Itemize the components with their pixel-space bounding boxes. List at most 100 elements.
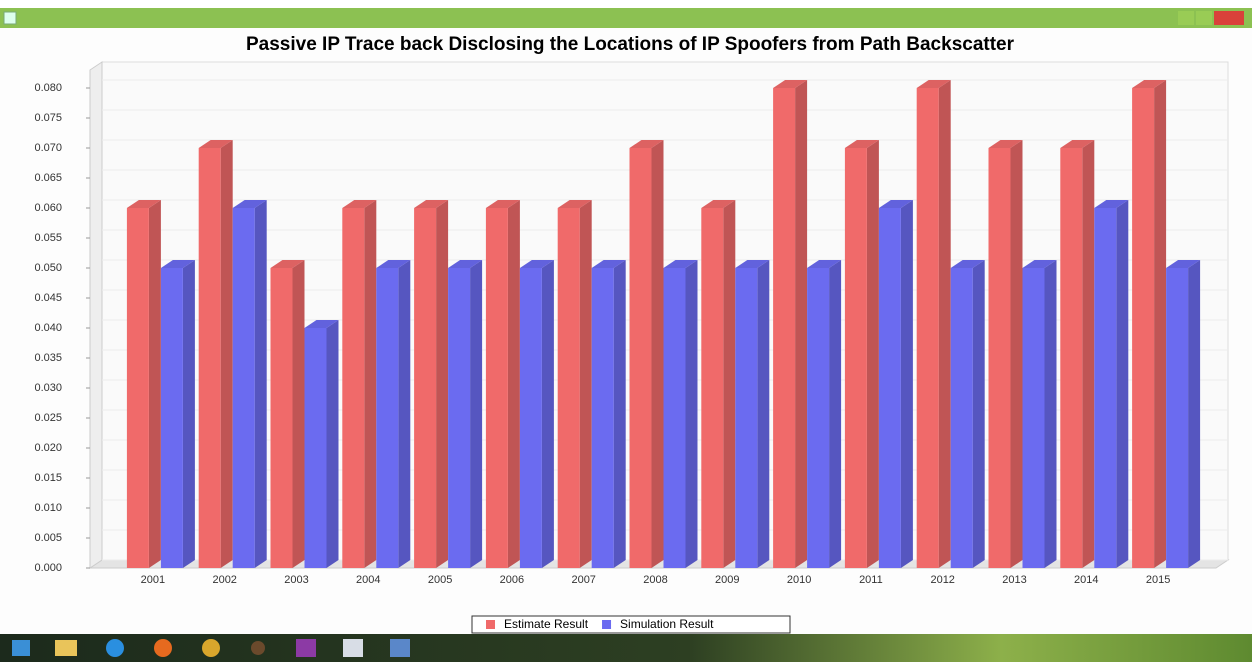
taskbar-app[interactable] <box>251 641 265 655</box>
page: {"chart_data": {"type": "bar3d", "title"… <box>0 0 1252 662</box>
bar <box>486 208 508 568</box>
bar-side <box>1188 260 1200 568</box>
x-tick-label: 2006 <box>500 574 524 586</box>
x-tick-label: 2012 <box>930 574 954 586</box>
taskbar-firefox[interactable] <box>154 639 172 657</box>
x-tick-label: 2008 <box>643 574 667 586</box>
legend-label: Simulation Result <box>620 617 714 631</box>
x-tick-label: 2001 <box>141 574 165 586</box>
taskbar-app[interactable] <box>343 639 363 657</box>
bar <box>1023 268 1045 568</box>
screen: Passive IP Trace back Disclosing the Loc… <box>0 0 1252 662</box>
bar <box>414 208 436 568</box>
y-tick-label: 0.055 <box>34 232 62 244</box>
y-tick-label: 0.020 <box>34 442 62 454</box>
bar <box>1060 148 1082 568</box>
y-tick-label: 0.030 <box>34 382 62 394</box>
body: Passive IP Trace back Disclosing the Loc… <box>0 0 1252 662</box>
close-button[interactable] <box>1214 11 1244 25</box>
bar-side <box>614 260 626 568</box>
y-tick-label: 0.050 <box>34 262 62 274</box>
bar <box>376 268 398 568</box>
minimize-button[interactable] <box>1178 11 1194 25</box>
bar-side <box>939 80 951 568</box>
bar <box>161 268 183 568</box>
bar <box>773 88 795 568</box>
bar-side <box>255 200 267 568</box>
bar-side <box>1045 260 1057 568</box>
bar-side <box>757 260 769 568</box>
start-button[interactable] <box>12 640 30 656</box>
y-tick-label: 0.040 <box>34 322 62 334</box>
bar-side <box>795 80 807 568</box>
bar-side <box>327 320 339 568</box>
bar-side <box>470 260 482 568</box>
bar <box>630 148 652 568</box>
x-tick-label: 2014 <box>1074 574 1098 586</box>
bar-side <box>723 200 735 568</box>
bar-side <box>398 260 410 568</box>
bar <box>1132 88 1154 568</box>
bar <box>558 208 580 568</box>
bar-side <box>542 260 554 568</box>
bar <box>879 208 901 568</box>
bar <box>305 328 327 568</box>
x-tick-label: 2009 <box>715 574 739 586</box>
taskbar-ie[interactable] <box>106 639 124 657</box>
bar <box>342 208 364 568</box>
y-tick-label: 0.065 <box>34 172 62 184</box>
maximize-button[interactable] <box>1196 11 1212 25</box>
bar-side <box>1082 140 1094 568</box>
bar <box>989 148 1011 568</box>
x-tick-label: 2003 <box>284 574 308 586</box>
bar-side <box>221 140 233 568</box>
bar <box>127 208 149 568</box>
side-wall <box>90 62 102 568</box>
bar-side <box>1011 140 1023 568</box>
bar <box>917 88 939 568</box>
y-tick-label: 0.005 <box>34 532 62 544</box>
window-title-bar <box>0 8 1252 28</box>
bar-side <box>1116 200 1128 568</box>
y-tick-label: 0.010 <box>34 502 62 514</box>
bar <box>1166 268 1188 568</box>
bar <box>233 208 255 568</box>
x-tick-label: 2013 <box>1002 574 1026 586</box>
y-tick-label: 0.060 <box>34 202 62 214</box>
bar-side <box>1154 80 1166 568</box>
y-tick-label: 0.000 <box>34 562 62 574</box>
bar <box>701 208 723 568</box>
x-tick-label: 2007 <box>571 574 595 586</box>
plot: 0.0000.0050.0100.0150.0200.0250.0300.035… <box>34 62 1228 586</box>
legend-swatch <box>486 620 495 629</box>
taskbar-app[interactable] <box>390 639 410 657</box>
bar <box>845 148 867 568</box>
legend-swatch <box>602 620 611 629</box>
y-tick-label: 0.015 <box>34 472 62 484</box>
taskbar-chrome[interactable] <box>202 639 220 657</box>
y-tick-label: 0.035 <box>34 352 62 364</box>
bar-side <box>364 200 376 568</box>
taskbar-app[interactable] <box>296 639 316 657</box>
x-tick-label: 2010 <box>787 574 811 586</box>
bar-side <box>436 200 448 568</box>
bar <box>271 268 293 568</box>
taskbar-explorer[interactable] <box>55 640 77 656</box>
bar <box>951 268 973 568</box>
chart-title: Passive IP Trace back Disclosing the Loc… <box>246 34 1015 55</box>
bar-side <box>508 200 520 568</box>
x-tick-label: 2011 <box>859 574 883 586</box>
bar <box>664 268 686 568</box>
bar <box>1094 208 1116 568</box>
bar-side <box>183 260 195 568</box>
y-tick-label: 0.080 <box>34 82 62 94</box>
bar-side <box>652 140 664 568</box>
bar-side <box>973 260 985 568</box>
x-tick-label: 2002 <box>212 574 236 586</box>
bar <box>807 268 829 568</box>
x-tick-label: 2005 <box>428 574 452 586</box>
bar-side <box>867 140 879 568</box>
bar-side <box>580 200 592 568</box>
bar-side <box>293 260 305 568</box>
bar <box>448 268 470 568</box>
